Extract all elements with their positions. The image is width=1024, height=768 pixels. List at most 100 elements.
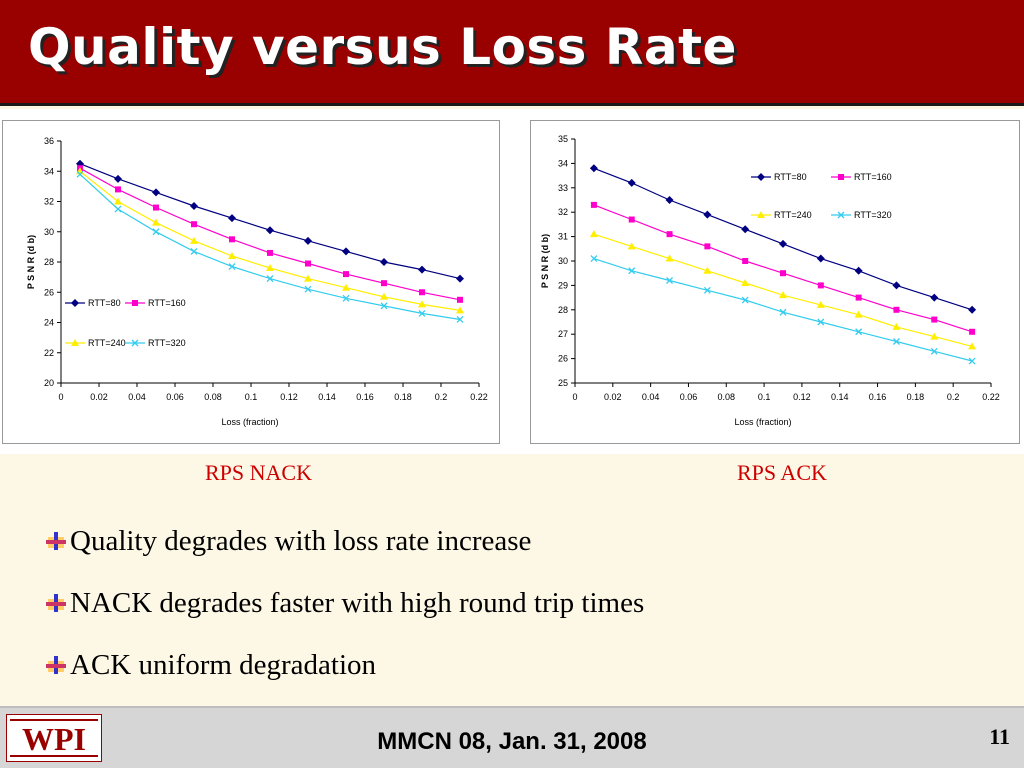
- data-point: [666, 231, 673, 238]
- data-point: [380, 302, 388, 310]
- y-tick-label: 25: [558, 378, 568, 388]
- data-point: [229, 236, 235, 243]
- x-tick-label: 0: [572, 392, 577, 402]
- data-point: [152, 188, 160, 197]
- x-tick-label: 0.12: [793, 392, 811, 402]
- series-line: [79, 163, 461, 280]
- x-tick-label: 0.22: [982, 392, 1000, 402]
- data-point: [190, 236, 198, 244]
- series-line: [593, 167, 973, 311]
- data-point: [191, 221, 197, 228]
- data-point: [628, 216, 635, 223]
- data-point: [930, 332, 939, 340]
- data-point: [703, 266, 712, 274]
- data-point: [456, 316, 464, 323]
- data-point: [589, 230, 598, 238]
- data-point: [930, 293, 939, 302]
- data-point: [665, 196, 674, 204]
- data-point: [590, 255, 598, 263]
- series-line: [79, 173, 461, 321]
- data-point: [892, 281, 901, 290]
- series-rtt-240: [589, 230, 977, 350]
- data-point: [343, 271, 349, 278]
- series-rtt-320: [76, 170, 464, 323]
- y-tick-label: 32: [558, 207, 568, 217]
- x-tick-label: 0.18: [394, 392, 412, 402]
- legend-label: RTT=160: [148, 298, 186, 308]
- data-point: [380, 292, 388, 300]
- wpi-logo: WPI: [6, 714, 102, 762]
- series-rtt-160: [590, 201, 976, 335]
- legend-marker: [71, 299, 79, 307]
- data-point: [342, 294, 350, 302]
- legend-label: RTT=80: [88, 298, 121, 308]
- data-point: [892, 338, 900, 345]
- data-point: [703, 286, 711, 294]
- data-point: [152, 228, 160, 236]
- legend-label: RTT=320: [854, 210, 892, 220]
- data-point: [628, 267, 636, 275]
- data-point: [304, 285, 312, 293]
- x-tick-label: 0.22: [470, 392, 488, 402]
- x-tick-label: 0.1: [245, 392, 258, 402]
- data-point: [266, 275, 274, 283]
- data-point: [228, 263, 236, 270]
- logo-text: WPI: [22, 721, 86, 757]
- legend-marker: [757, 173, 765, 181]
- data-point: [456, 274, 464, 283]
- footer: WPI MMCN 08, Jan. 31, 2008 11: [0, 706, 1024, 768]
- x-tick-label: 0.02: [90, 392, 108, 402]
- data-point: [627, 178, 636, 187]
- data-point: [419, 289, 425, 296]
- y-axis-label: P S N R (d b): [26, 235, 36, 289]
- data-point: [456, 306, 464, 314]
- x-tick-label: 0: [58, 392, 63, 402]
- x-tick-label: 0.16: [869, 392, 887, 402]
- data-point: [816, 254, 825, 263]
- y-tick-label: 20: [44, 378, 54, 388]
- legend-marker: [757, 211, 765, 218]
- data-point: [115, 186, 121, 193]
- y-tick-label: 26: [558, 354, 568, 364]
- data-point: [76, 170, 84, 178]
- series-rtt-80: [76, 159, 464, 283]
- x-tick-label: 0.2: [947, 392, 960, 402]
- y-tick-label: 27: [558, 329, 568, 339]
- bullet-text: Quality degrades with loss rate increase: [70, 524, 532, 557]
- legend-label: RTT=240: [88, 338, 126, 348]
- footer-text: MMCN 08, Jan. 31, 2008: [377, 728, 647, 755]
- series-rtt-240: [76, 167, 464, 314]
- legend: RTT=80 RTT=160 RTT=240 RTT=320: [751, 172, 892, 220]
- data-point: [855, 328, 863, 336]
- x-tick-label: 0.12: [280, 392, 298, 402]
- data-point: [114, 174, 122, 183]
- data-point: [266, 226, 274, 235]
- data-point: [855, 294, 862, 301]
- legend-marker: [838, 174, 844, 180]
- data-point: [665, 254, 674, 262]
- data-point: [627, 242, 636, 250]
- data-point: [968, 305, 977, 314]
- data-point: [114, 197, 122, 205]
- data-point: [816, 300, 825, 308]
- x-tick-label: 0.08: [204, 392, 222, 402]
- series-rtt-80: [589, 164, 977, 314]
- y-tick-label: 35: [558, 134, 568, 144]
- x-tick-label: 0.04: [128, 392, 146, 402]
- series-line: [593, 233, 973, 347]
- y-tick-label: 29: [558, 280, 568, 290]
- data-point: [457, 296, 463, 303]
- data-point: [817, 282, 824, 289]
- data-point: [854, 310, 863, 318]
- x-tick-label: 0.02: [604, 392, 622, 402]
- data-point: [931, 316, 938, 323]
- data-point: [589, 164, 598, 173]
- data-point: [741, 296, 749, 304]
- legend-label: RTT=240: [774, 210, 812, 220]
- data-point: [779, 239, 787, 248]
- data-point: [969, 328, 976, 335]
- x-axis-label: Loss (fraction): [734, 417, 791, 427]
- y-axis-label: P S N R (d b): [540, 234, 550, 288]
- legend-marker: [132, 300, 138, 306]
- data-point: [666, 277, 674, 284]
